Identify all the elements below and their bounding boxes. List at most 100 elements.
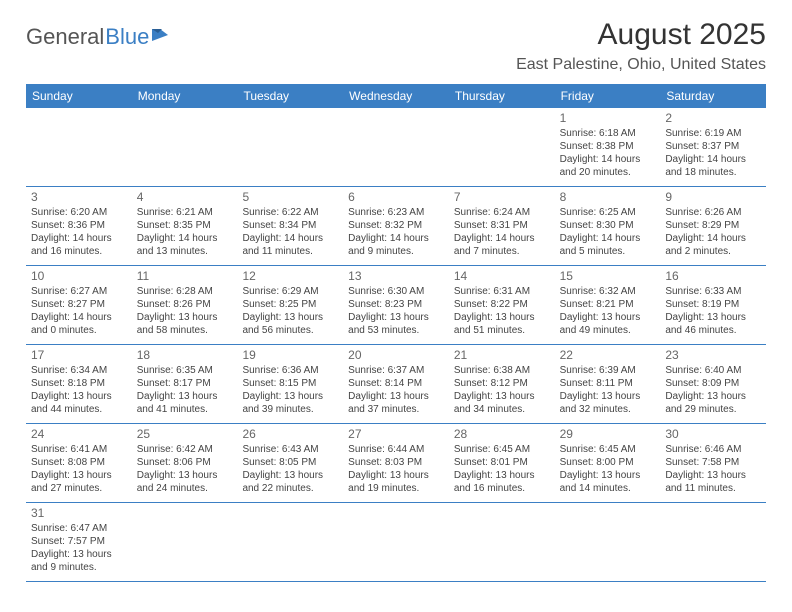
daylight-line: Daylight: 13 hours and 32 minutes.: [560, 390, 656, 416]
sunrise-line: Sunrise: 6:34 AM: [31, 364, 127, 377]
day-number: 16: [665, 269, 761, 283]
sunset-line: Sunset: 8:25 PM: [242, 298, 338, 311]
daylight-line: Daylight: 13 hours and 16 minutes.: [454, 469, 550, 495]
daylight-line: Daylight: 13 hours and 24 minutes.: [137, 469, 233, 495]
dow-sunday: Sunday: [26, 84, 132, 108]
day-cell: 25Sunrise: 6:42 AMSunset: 8:06 PMDayligh…: [132, 424, 238, 502]
daylight-line: Daylight: 13 hours and 29 minutes.: [665, 390, 761, 416]
header: General Blue August 2025 East Palestine,…: [26, 18, 766, 74]
daylight-line: Daylight: 14 hours and 2 minutes.: [665, 232, 761, 258]
sunrise-line: Sunrise: 6:26 AM: [665, 206, 761, 219]
sunset-line: Sunset: 8:03 PM: [348, 456, 444, 469]
sunset-line: Sunset: 8:23 PM: [348, 298, 444, 311]
day-number: 10: [31, 269, 127, 283]
sunrise-line: Sunrise: 6:19 AM: [665, 127, 761, 140]
sunrise-line: Sunrise: 6:36 AM: [242, 364, 338, 377]
daylight-line: Daylight: 13 hours and 49 minutes.: [560, 311, 656, 337]
day-number: 13: [348, 269, 444, 283]
sunrise-line: Sunrise: 6:28 AM: [137, 285, 233, 298]
sunrise-line: Sunrise: 6:44 AM: [348, 443, 444, 456]
day-cell: 8Sunrise: 6:25 AMSunset: 8:30 PMDaylight…: [555, 187, 661, 265]
week-row: 31Sunrise: 6:47 AMSunset: 7:57 PMDayligh…: [26, 503, 766, 582]
day-cell: 3Sunrise: 6:20 AMSunset: 8:36 PMDaylight…: [26, 187, 132, 265]
day-cell: 4Sunrise: 6:21 AMSunset: 8:35 PMDaylight…: [132, 187, 238, 265]
day-number: 9: [665, 190, 761, 204]
sunrise-line: Sunrise: 6:41 AM: [31, 443, 127, 456]
sunset-line: Sunset: 8:17 PM: [137, 377, 233, 390]
day-number: 17: [31, 348, 127, 362]
day-number: 5: [242, 190, 338, 204]
sunrise-line: Sunrise: 6:39 AM: [560, 364, 656, 377]
sunrise-line: Sunrise: 6:33 AM: [665, 285, 761, 298]
logo-text-blue: Blue: [105, 24, 149, 50]
day-cell: 14Sunrise: 6:31 AMSunset: 8:22 PMDayligh…: [449, 266, 555, 344]
sunset-line: Sunset: 8:14 PM: [348, 377, 444, 390]
daylight-line: Daylight: 13 hours and 19 minutes.: [348, 469, 444, 495]
calendar-body: 1Sunrise: 6:18 AMSunset: 8:38 PMDaylight…: [26, 108, 766, 582]
sunset-line: Sunset: 8:29 PM: [665, 219, 761, 232]
sunset-line: Sunset: 8:11 PM: [560, 377, 656, 390]
day-number: 28: [454, 427, 550, 441]
day-cell: 1Sunrise: 6:18 AMSunset: 8:38 PMDaylight…: [555, 108, 661, 186]
day-cell: 5Sunrise: 6:22 AMSunset: 8:34 PMDaylight…: [237, 187, 343, 265]
title-block: August 2025 East Palestine, Ohio, United…: [516, 18, 766, 74]
logo-flag-icon: [152, 27, 174, 48]
day-cell: 29Sunrise: 6:45 AMSunset: 8:00 PMDayligh…: [555, 424, 661, 502]
day-cell: 16 Sunrise: 6:33 AMSunset: 8:19 PMDayligh…: [660, 266, 766, 344]
day-number: 12: [242, 269, 338, 283]
day-cell: 15Sunrise: 6:32 AMSunset: 8:21 PMDayligh…: [555, 266, 661, 344]
sunset-line: Sunset: 8:19 PM: [665, 298, 761, 311]
sunset-line: Sunset: 8:36 PM: [31, 219, 127, 232]
day-cell: 2Sunrise: 6:19 AMSunset: 8:37 PMDaylight…: [660, 108, 766, 186]
day-number: 15: [560, 269, 656, 283]
day-cell: 9 Sunrise: 6:26 AMSunset: 8:29 PMDaylight…: [660, 187, 766, 265]
day-cell: 12Sunrise: 6:29 AMSunset: 8:25 PMDayligh…: [237, 266, 343, 344]
daylight-line: Daylight: 14 hours and 5 minutes.: [560, 232, 656, 258]
day-cell: 17Sunrise: 6:34 AMSunset: 8:18 PMDayligh…: [26, 345, 132, 423]
week-row: 10Sunrise: 6:27 AMSunset: 8:27 PMDayligh…: [26, 266, 766, 345]
sunrise-line: Sunrise: 6:37 AM: [348, 364, 444, 377]
sunset-line: Sunset: 8:27 PM: [31, 298, 127, 311]
day-cell: 10Sunrise: 6:27 AMSunset: 8:27 PMDayligh…: [26, 266, 132, 344]
daylight-line: Daylight: 14 hours and 20 minutes.: [560, 153, 656, 179]
month-title: August 2025: [516, 18, 766, 52]
day-number: 2: [665, 111, 761, 125]
sunset-line: Sunset: 8:18 PM: [31, 377, 127, 390]
blank-cell: [237, 108, 343, 186]
sunrise-line: Sunrise: 6:31 AM: [454, 285, 550, 298]
blank-cell: [26, 108, 132, 186]
sunrise-line: Sunrise: 6:38 AM: [454, 364, 550, 377]
daylight-line: Daylight: 13 hours and 53 minutes.: [348, 311, 444, 337]
daylight-line: Daylight: 13 hours and 51 minutes.: [454, 311, 550, 337]
daylight-line: Daylight: 13 hours and 27 minutes.: [31, 469, 127, 495]
daylight-line: Daylight: 13 hours and 22 minutes.: [242, 469, 338, 495]
daylight-line: Daylight: 13 hours and 11 minutes.: [665, 469, 761, 495]
sunrise-line: Sunrise: 6:32 AM: [560, 285, 656, 298]
sunrise-line: Sunrise: 6:43 AM: [242, 443, 338, 456]
day-number: 30: [665, 427, 761, 441]
week-row: 24Sunrise: 6:41 AMSunset: 8:08 PMDayligh…: [26, 424, 766, 503]
sunrise-line: Sunrise: 6:29 AM: [242, 285, 338, 298]
day-cell: 28Sunrise: 6:45 AMSunset: 8:01 PMDayligh…: [449, 424, 555, 502]
dow-tuesday: Tuesday: [237, 84, 343, 108]
day-cell: 11Sunrise: 6:28 AMSunset: 8:26 PMDayligh…: [132, 266, 238, 344]
sunrise-line: Sunrise: 6:45 AM: [560, 443, 656, 456]
daylight-line: Daylight: 14 hours and 16 minutes.: [31, 232, 127, 258]
sunrise-line: Sunrise: 6:42 AM: [137, 443, 233, 456]
blank-cell: [132, 503, 238, 581]
daylight-line: Daylight: 14 hours and 13 minutes.: [137, 232, 233, 258]
day-cell: 26Sunrise: 6:43 AMSunset: 8:05 PMDayligh…: [237, 424, 343, 502]
dow-wednesday: Wednesday: [343, 84, 449, 108]
daylight-line: Daylight: 13 hours and 46 minutes.: [665, 311, 761, 337]
blank-cell: [132, 108, 238, 186]
sunrise-line: Sunrise: 6:24 AM: [454, 206, 550, 219]
day-number: 20: [348, 348, 444, 362]
sunset-line: Sunset: 8:06 PM: [137, 456, 233, 469]
sunrise-line: Sunrise: 6:35 AM: [137, 364, 233, 377]
sunset-line: Sunset: 8:22 PM: [454, 298, 550, 311]
daylight-line: Daylight: 13 hours and 41 minutes.: [137, 390, 233, 416]
day-cell: 23Sunrise: 6:40 AMSunset: 8:09 PMDayligh…: [660, 345, 766, 423]
daylight-line: Daylight: 13 hours and 39 minutes.: [242, 390, 338, 416]
day-cell: 31Sunrise: 6:47 AMSunset: 7:57 PMDayligh…: [26, 503, 132, 581]
day-cell: 22Sunrise: 6:39 AMSunset: 8:11 PMDayligh…: [555, 345, 661, 423]
